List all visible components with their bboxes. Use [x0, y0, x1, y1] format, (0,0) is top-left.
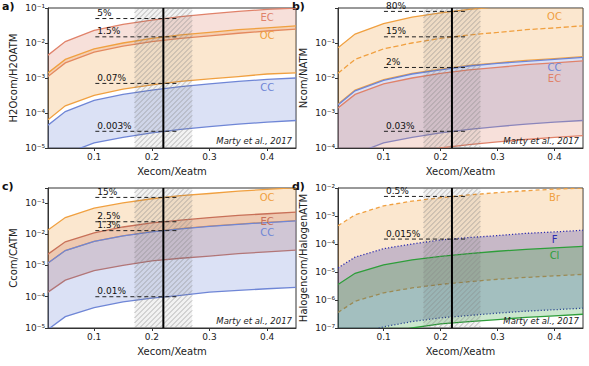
svg-text:EC: EC: [261, 216, 274, 227]
svg-text:0.01%: 0.01%: [97, 286, 126, 296]
svg-text:Ccom/CATM: Ccom/CATM: [8, 228, 19, 288]
svg-text:OC: OC: [260, 30, 275, 41]
svg-text:0.2: 0.2: [145, 152, 159, 162]
svg-text:EC: EC: [261, 12, 274, 23]
svg-text:0.4: 0.4: [260, 152, 275, 162]
svg-text:Xecom/Xeatm: Xecom/Xeatm: [426, 166, 496, 177]
svg-text:F: F: [552, 234, 558, 245]
svg-text:10⁻⁴: 10⁻⁴: [25, 108, 45, 118]
svg-text:c): c): [2, 180, 14, 193]
svg-text:10⁻³: 10⁻³: [25, 260, 45, 270]
svg-text:0.03%: 0.03%: [386, 121, 415, 131]
svg-text:10⁻⁴: 10⁻⁴: [315, 143, 335, 153]
svg-text:0.3: 0.3: [490, 152, 504, 162]
svg-text:Xecom/Xeatm: Xecom/Xeatm: [137, 166, 207, 177]
svg-text:EC: EC: [548, 73, 561, 84]
svg-text:0.5%: 0.5%: [386, 186, 409, 196]
svg-text:10⁻¹: 10⁻¹: [25, 198, 45, 208]
svg-text:Halogencom/HalogenATM: Halogencom/HalogenATM: [298, 194, 309, 322]
svg-text:10⁻¹: 10⁻¹: [315, 38, 335, 48]
svg-text:15%: 15%: [386, 26, 406, 36]
svg-text:0.2: 0.2: [145, 332, 159, 342]
svg-text:0.3: 0.3: [202, 152, 216, 162]
svg-text:10⁻⁵: 10⁻⁵: [25, 143, 45, 153]
svg-text:Marty et al., 2017: Marty et al., 2017: [216, 316, 292, 326]
svg-text:10⁻⁵: 10⁻⁵: [315, 267, 335, 277]
svg-text:80%: 80%: [386, 1, 406, 11]
svg-text:2%: 2%: [386, 57, 401, 67]
svg-text:CC: CC: [548, 62, 562, 73]
svg-text:H2Ocom/H2OATM: H2Ocom/H2OATM: [8, 34, 19, 123]
svg-text:10⁻⁵: 10⁻⁵: [25, 323, 45, 333]
svg-text:0.4: 0.4: [260, 332, 275, 342]
svg-text:10⁻²: 10⁻²: [25, 38, 45, 48]
svg-text:2.5%: 2.5%: [97, 211, 121, 222]
svg-text:10⁻¹: 10⁻¹: [25, 3, 45, 13]
svg-text:5%: 5%: [97, 8, 112, 18]
svg-text:0.2: 0.2: [433, 152, 447, 162]
svg-text:Marty et al., 2017: Marty et al., 2017: [503, 316, 579, 326]
svg-text:0.003%: 0.003%: [97, 121, 132, 131]
svg-text:0.2: 0.2: [433, 332, 447, 342]
svg-text:0.1: 0.1: [87, 152, 101, 162]
svg-text:0.07%: 0.07%: [97, 73, 126, 83]
svg-text:0.1: 0.1: [376, 332, 390, 342]
svg-text:Cl: Cl: [550, 250, 560, 261]
svg-text:Xecom/Xeatm: Xecom/Xeatm: [137, 346, 207, 357]
svg-text:1.5%: 1.5%: [97, 26, 120, 36]
svg-text:Br: Br: [549, 192, 561, 203]
svg-text:a): a): [2, 0, 14, 13]
svg-text:CC: CC: [260, 82, 274, 93]
svg-text:Ncom/NATM: Ncom/NATM: [298, 48, 309, 109]
svg-text:b): b): [292, 0, 305, 13]
svg-text:Xecom/Xeatm: Xecom/Xeatm: [426, 346, 496, 357]
svg-text:10⁻³: 10⁻³: [315, 211, 335, 221]
svg-text:0.3: 0.3: [202, 332, 216, 342]
svg-text:10⁻⁴: 10⁻⁴: [315, 239, 335, 249]
svg-text:0.015%: 0.015%: [386, 229, 421, 239]
svg-text:OC: OC: [260, 192, 275, 203]
svg-text:0.4: 0.4: [547, 152, 562, 162]
svg-text:d): d): [292, 180, 305, 193]
svg-text:10⁻²: 10⁻²: [25, 229, 45, 239]
svg-text:1.3%: 1.3%: [97, 220, 120, 230]
svg-text:0.1: 0.1: [376, 152, 390, 162]
svg-text:15%: 15%: [97, 187, 117, 197]
svg-text:10⁻²: 10⁻²: [315, 183, 335, 193]
svg-text:10⁻²: 10⁻²: [315, 73, 335, 83]
svg-text:0.3: 0.3: [490, 332, 504, 342]
svg-text:10⁻³: 10⁻³: [25, 73, 45, 83]
svg-text:0.1: 0.1: [87, 332, 101, 342]
svg-text:Marty et al., 2017: Marty et al., 2017: [216, 136, 292, 146]
svg-text:10⁻⁷: 10⁻⁷: [315, 323, 335, 333]
svg-text:OC: OC: [547, 11, 562, 22]
svg-text:0.4: 0.4: [547, 332, 562, 342]
svg-text:Marty et al., 2017: Marty et al., 2017: [503, 136, 579, 146]
svg-text:10⁻⁴: 10⁻⁴: [25, 292, 45, 302]
svg-text:10⁻³: 10⁻³: [315, 108, 335, 118]
svg-text:10⁻⁶: 10⁻⁶: [315, 295, 335, 305]
svg-text:CC: CC: [260, 227, 274, 238]
